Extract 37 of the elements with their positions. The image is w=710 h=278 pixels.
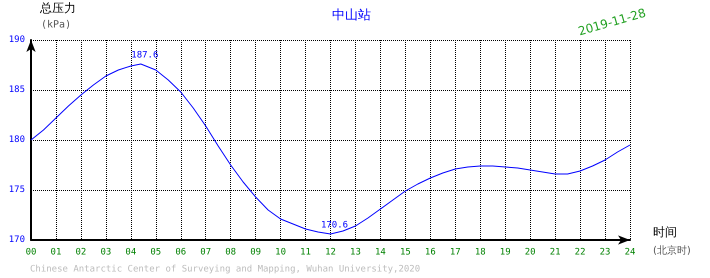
x-tick-label: 20 bbox=[524, 248, 536, 258]
x-tick-label: 18 bbox=[474, 248, 486, 258]
x-tick-label: 11 bbox=[300, 248, 311, 258]
x-tick-label: 00 bbox=[26, 248, 36, 258]
x-tick-label: 04 bbox=[125, 248, 136, 258]
x-tick-label: 24 bbox=[624, 248, 636, 258]
x-tick-label: 01 bbox=[50, 248, 62, 258]
x-tick-label: 12 bbox=[325, 248, 336, 258]
text: Chinese Antarctic Center of Surveying and Mapping, Wuhan University,2020 bbox=[30, 264, 420, 274]
y-tick-label: 175 bbox=[8, 185, 25, 195]
x-tick-label: 14 bbox=[374, 248, 386, 258]
x-tick-label: 22 bbox=[574, 248, 586, 258]
y-axis-title: 总压力 (kPa) bbox=[39, 1, 76, 30]
x-axis-title: 时间 (北京时) bbox=[653, 225, 691, 256]
x-tick-label: 05 bbox=[150, 248, 162, 258]
x-tick-label: 10 bbox=[275, 248, 286, 258]
x-tick-label: 03 bbox=[100, 248, 112, 258]
x-tick-label: 07 bbox=[200, 248, 212, 258]
y-tick-label: 180 bbox=[8, 135, 25, 145]
x-tick-label: 21 bbox=[550, 248, 561, 258]
x-tick-label: 08 bbox=[225, 248, 236, 258]
line-series bbox=[30, 64, 630, 234]
y-tick-label: 170 bbox=[8, 235, 25, 245]
x-tick-label: 16 bbox=[424, 248, 436, 258]
chart-title: 中山站 bbox=[332, 8, 371, 23]
x-tick-label: 06 bbox=[175, 248, 186, 258]
x-tick-label: 09 bbox=[250, 248, 262, 258]
annotation: 187.6 bbox=[131, 50, 158, 60]
x-tick-label: 13 bbox=[350, 248, 361, 258]
x-tick-label: 15 bbox=[400, 248, 411, 258]
x-tick-label: 17 bbox=[450, 248, 461, 258]
x-tick-label: 19 bbox=[500, 248, 511, 258]
y-tick-label: 185 bbox=[8, 85, 25, 95]
x-tick-label: 23 bbox=[600, 248, 610, 258]
x-tick-label: 02 bbox=[75, 248, 86, 258]
annotation: 170.6 bbox=[320, 220, 348, 230]
y-tick-label: 190 bbox=[8, 35, 25, 45]
